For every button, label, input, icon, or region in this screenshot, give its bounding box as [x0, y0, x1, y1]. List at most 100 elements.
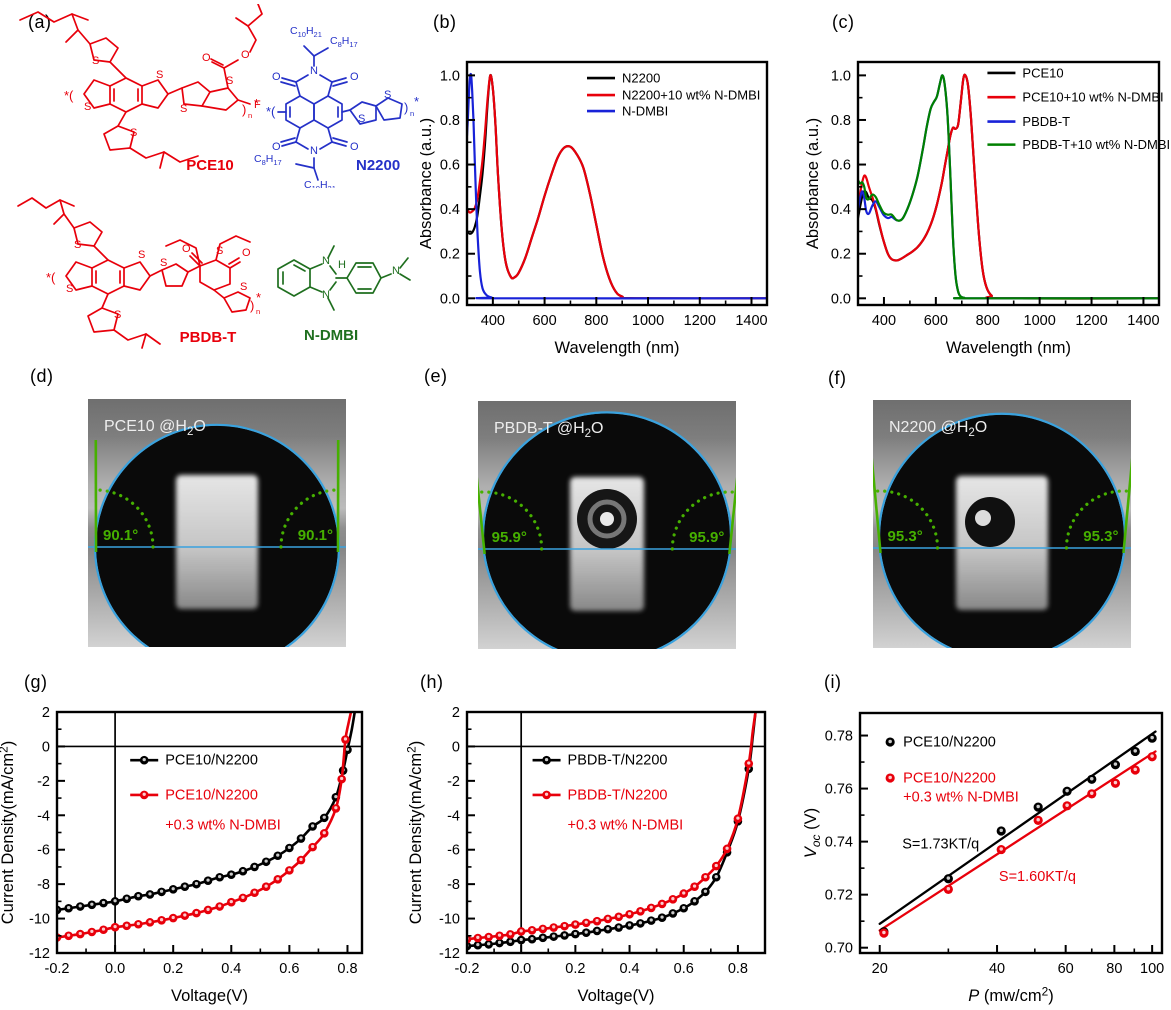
svg-text:S=1.73KT/q: S=1.73KT/q: [902, 837, 979, 853]
svg-text:-8: -8: [447, 877, 460, 893]
svg-text:0: 0: [452, 739, 460, 755]
s-atom-label: S: [226, 75, 233, 87]
svg-text:0.8: 0.8: [440, 113, 460, 129]
svg-text:0.8: 0.8: [831, 113, 851, 129]
svg-text:0.4: 0.4: [221, 961, 241, 977]
svg-text:0.72: 0.72: [825, 888, 853, 904]
molecule-ndmbi: N N H N N-DMBI: [277, 245, 411, 344]
svg-text:N2200 @H2O: N2200 @H2O: [889, 419, 987, 439]
contact-angle-photo-pbdbt: 95.9° 95.9° PBDB-T @H2O: [478, 401, 736, 649]
svg-text:400: 400: [872, 313, 896, 329]
o-atom-label: O: [272, 141, 281, 153]
molecule-pce10: S S S S S S O O F *( ) n * PCE10: [19, 4, 263, 174]
s-atom-label: S: [92, 55, 99, 67]
svg-text:95.9°: 95.9°: [492, 529, 527, 546]
svg-text:90.1°: 90.1°: [298, 527, 333, 544]
svg-text:2: 2: [452, 705, 460, 721]
svg-text:600: 600: [532, 313, 556, 329]
s-atom-label: S: [216, 245, 223, 257]
svg-text:+0.3 wt% N-DMBI: +0.3 wt% N-DMBI: [903, 790, 1019, 806]
o-atom-label: O: [350, 141, 359, 153]
svg-text:20: 20: [872, 961, 888, 977]
s-atom-label: S: [138, 249, 145, 261]
svg-text:Voc (V): Voc (V): [802, 808, 823, 858]
polymer-bracket: *(: [46, 270, 56, 285]
svg-text:40: 40: [989, 961, 1005, 977]
pce10-label: PCE10: [186, 157, 234, 174]
svg-text:0.76: 0.76: [825, 782, 853, 798]
svg-text:1400: 1400: [1127, 313, 1159, 329]
svg-text:100: 100: [1140, 961, 1164, 977]
o-atom-label: O: [241, 49, 250, 61]
svg-text:0.6: 0.6: [440, 158, 460, 174]
svg-text:0.0: 0.0: [105, 961, 125, 977]
n-atom-label: N: [310, 145, 318, 157]
s-atom-label: S: [130, 127, 137, 139]
n2200-label: N2200: [356, 157, 400, 174]
svg-text:1200: 1200: [684, 313, 716, 329]
h-atom-label: H: [338, 259, 346, 271]
c10h21-label: C10H21: [290, 25, 322, 39]
svg-text:PCE10/N2200: PCE10/N2200: [903, 771, 996, 787]
s-atom-label: S: [156, 69, 163, 81]
svg-text:-4: -4: [37, 808, 50, 824]
svg-text:60: 60: [1058, 961, 1074, 977]
svg-text:Absorbance (a.u.): Absorbance (a.u.): [420, 118, 435, 249]
panel-c-letter: (c): [832, 12, 855, 32]
svg-text:0.0: 0.0: [440, 291, 460, 307]
svg-text:-2: -2: [447, 774, 460, 790]
svg-text:0.0: 0.0: [831, 291, 851, 307]
jv-chart-pbdbt: -0.2 0.0 0.2 0.4 0.6 0.8 2 0 -2 -4 -6 -8 -10 -12 Volta…: [405, 705, 767, 1005]
svg-text:PCE10: PCE10: [1022, 65, 1063, 80]
svg-text:0.4: 0.4: [619, 961, 639, 977]
polymer-bracket: ): [250, 298, 254, 313]
s-atom-label: S: [240, 281, 247, 293]
panel-g-letter: (g): [24, 672, 48, 692]
svg-text:0.2: 0.2: [831, 247, 851, 263]
svg-text:Current Density(mA/cm2): Current Density(mA/cm2): [405, 741, 425, 925]
s-atom-label: S: [180, 103, 187, 115]
svg-text:PCE10+10 wt% N-DMBI: PCE10+10 wt% N-DMBI: [1022, 90, 1163, 105]
svg-text:0.6: 0.6: [674, 961, 694, 977]
s-atom-label: S: [358, 113, 365, 125]
svg-text:-2: -2: [37, 774, 50, 790]
svg-text:1000: 1000: [1024, 313, 1056, 329]
svg-text:0.8: 0.8: [728, 961, 748, 977]
svg-text:0.70: 0.70: [825, 941, 853, 957]
svg-text:P (mw/cm2): P (mw/cm2): [968, 985, 1053, 1005]
polymer-star: *: [254, 96, 259, 111]
n-atom-label: N: [392, 265, 400, 277]
absorbance-chart-pce10-pbdbt: 400 600 800 1000 1200 1400 0.0 0.2 0.4 0.6 0.8 1.0 W…: [804, 60, 1170, 357]
panel-i-letter: (i): [824, 672, 842, 692]
n-atom-label: N: [310, 65, 318, 77]
svg-text:1200: 1200: [1075, 313, 1107, 329]
polymer-bracket: ): [404, 100, 408, 115]
svg-text:1.0: 1.0: [831, 68, 851, 84]
svg-text:Voltage(V): Voltage(V): [171, 987, 248, 1005]
s-atom-label: S: [66, 283, 73, 295]
polymer-bracket: *(: [64, 88, 74, 103]
svg-text:-12: -12: [29, 946, 50, 962]
svg-text:1400: 1400: [735, 313, 767, 329]
svg-text:0.74: 0.74: [825, 835, 853, 851]
svg-text:0.6: 0.6: [279, 961, 299, 977]
svg-text:PCE10 @H2O: PCE10 @H2O: [104, 418, 206, 438]
svg-text:-10: -10: [439, 912, 460, 928]
svg-text:95.3°: 95.3°: [1083, 528, 1118, 545]
o-atom-label: O: [272, 71, 281, 83]
svg-text:0.4: 0.4: [831, 202, 851, 218]
molecule-n2200: N N O O O O S S *( ) n * C10H21 C8H17 C8…: [254, 25, 419, 188]
svg-text:2: 2: [42, 705, 50, 721]
svg-text:-12: -12: [439, 946, 460, 962]
polymer-n: n: [248, 111, 252, 120]
panel-h-letter: (h): [420, 672, 444, 692]
s-atom-label: S: [160, 257, 167, 269]
svg-text:N2200: N2200: [622, 71, 660, 86]
svg-text:-10: -10: [29, 912, 50, 928]
svg-text:S=1.60KT/q: S=1.60KT/q: [999, 869, 1076, 885]
svg-text:90.1°: 90.1°: [103, 527, 138, 544]
jv-chart-pce10: -0.2 0.0 0.2 0.4 0.6 0.8 2 0 -2 -4 -6 -8 -10 -12 Volta…: [0, 705, 364, 1005]
o-atom-label: O: [202, 52, 211, 64]
svg-text:-8: -8: [37, 877, 50, 893]
panel-e-letter: (e): [424, 366, 448, 386]
